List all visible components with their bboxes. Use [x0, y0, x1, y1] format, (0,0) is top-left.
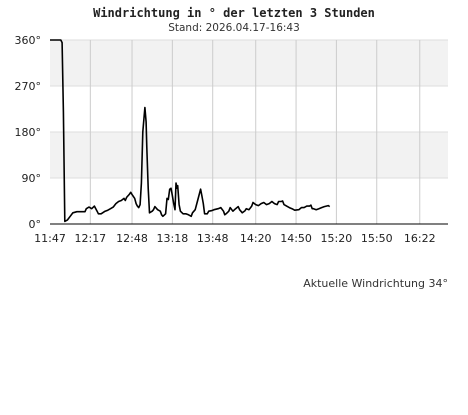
x-tick-label: 14:20: [240, 232, 272, 245]
x-tick-label: 12:48: [116, 232, 148, 245]
chart-subtitle: Stand: 2026.04.17-16:43: [168, 22, 300, 34]
background-band: [50, 132, 448, 178]
background-band: [50, 40, 448, 86]
x-tick-label: 14:50: [280, 232, 312, 245]
x-tick-label: 15:50: [361, 232, 393, 245]
series-line-wind-direction: [50, 39, 331, 223]
x-tick-label: 13:48: [197, 232, 229, 245]
y-tick-label: 90°: [22, 172, 42, 185]
current-direction-label: Aktuelle Windrichtung 34°: [303, 277, 448, 290]
background-band: [50, 178, 448, 224]
x-tick-label: 11:47: [34, 232, 66, 245]
grid-lines: [50, 39, 448, 224]
x-tick-label: 15:20: [321, 232, 353, 245]
y-tick-label: 0°: [29, 218, 42, 231]
y-tick-label: 270°: [15, 80, 42, 93]
background-band: [50, 86, 448, 132]
chart-title: Windrichtung in ° der letzten 3 Stunden: [93, 6, 375, 20]
wind-direction-chart: 0° 90° 180° 270° 360° 11:47 12:17 12:48 13:18 13…: [15, 34, 448, 245]
y-tick-label: 180°: [15, 126, 42, 139]
y-tick-label: 360°: [15, 34, 42, 47]
x-axis-ticks: 11:47 12:17 12:48 13:18 13:48 14:20 14:50 15:20…: [34, 232, 435, 245]
x-tick-label: 16:22: [404, 232, 436, 245]
x-tick-label: 12:17: [74, 232, 106, 245]
background-bands: [50, 40, 448, 224]
y-axis-ticks: 0° 90° 180° 270° 360°: [15, 34, 42, 231]
x-tick-label: 13:18: [157, 232, 189, 245]
